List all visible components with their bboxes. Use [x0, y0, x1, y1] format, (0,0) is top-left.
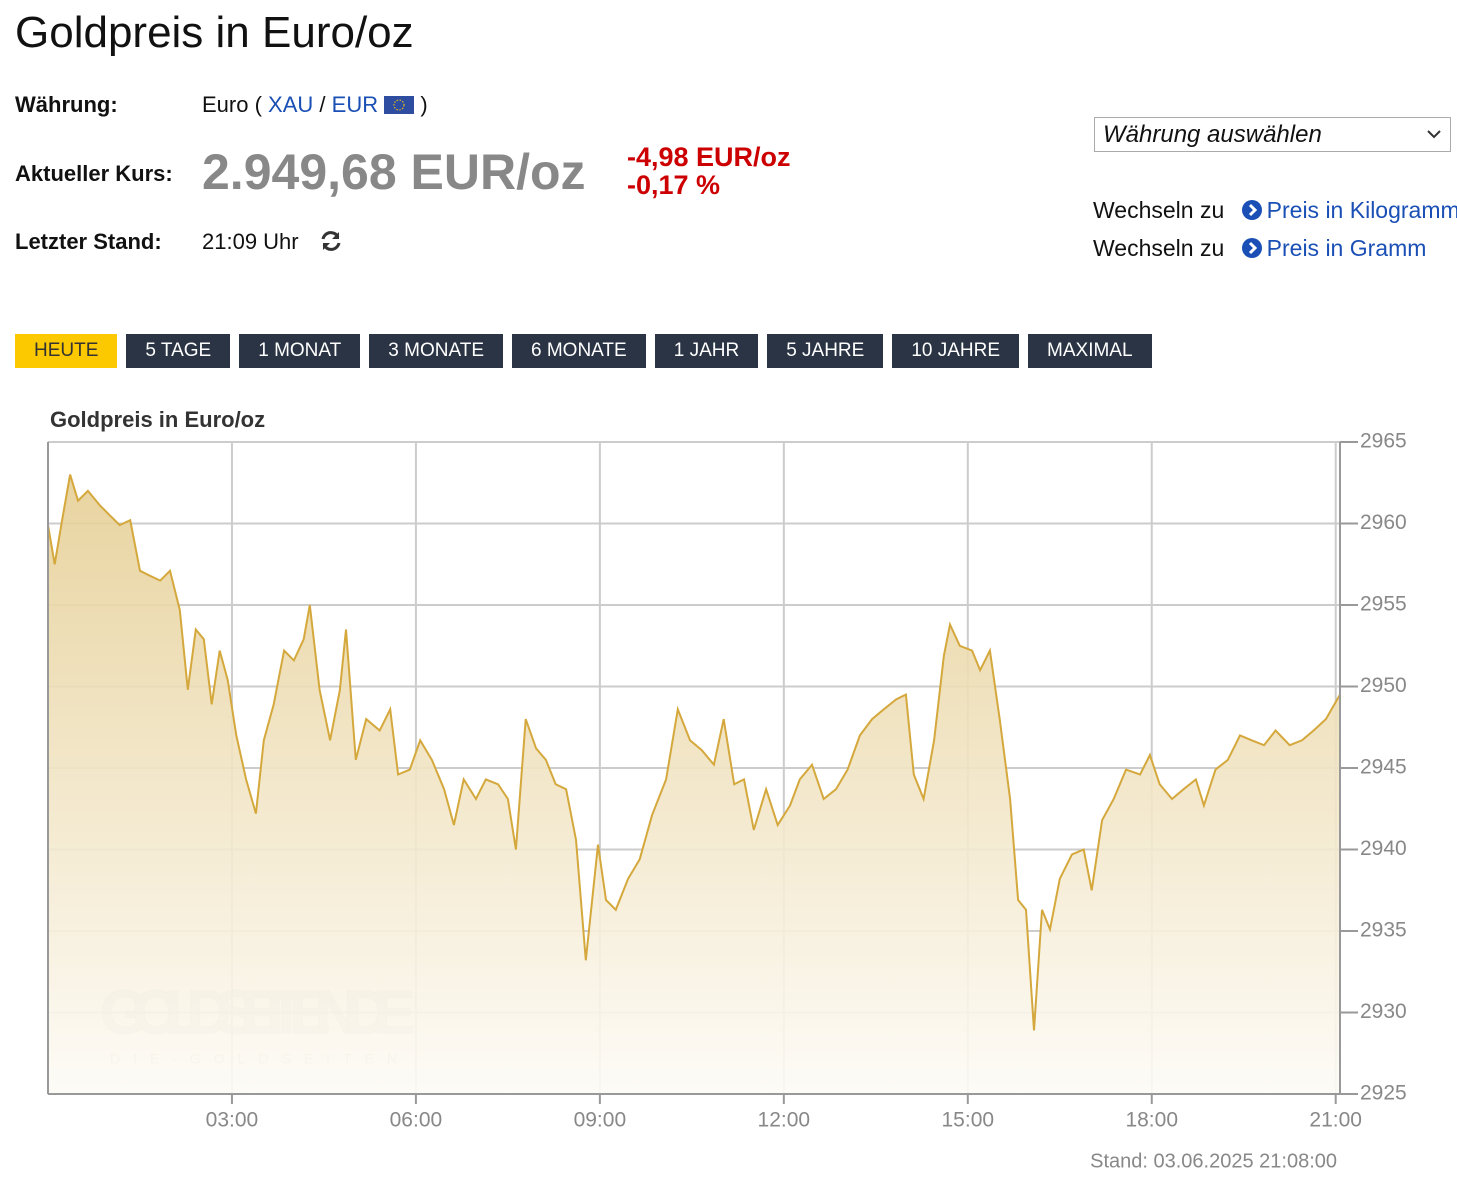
tab[interactable]: HEUTE: [15, 334, 118, 368]
tab[interactable]: 5 JAHRE: [767, 334, 884, 368]
time: 21:09 Uhr: [202, 229, 299, 254]
tab[interactable]: 1 MONAT: [239, 334, 361, 368]
change-pct: -0,17 %: [627, 170, 721, 200]
flag: [384, 96, 415, 114]
text: /: [319, 92, 326, 117]
text: ): [420, 92, 428, 117]
x-tick-label: 15:00: [942, 1109, 995, 1132]
y-tick-label: 2930: [1360, 1000, 1407, 1023]
y-tick-label: 2940: [1360, 837, 1407, 860]
arrow-icon: [1241, 238, 1262, 258]
refresh-icon[interactable]: [319, 229, 343, 253]
tab[interactable]: 3 MONATE: [369, 334, 503, 368]
change-abs: -4,98 EUR/oz: [627, 142, 791, 172]
updated: 21:09 Uhr: [202, 229, 343, 255]
y-tick-label: 2925: [1360, 1082, 1407, 1105]
y-tick-label: 2960: [1360, 511, 1407, 534]
tabs: HEUTE 5 TAGE 1 MONAT 3 MONATE 6 MONATE 1 JAHR…: [15, 334, 1152, 368]
select-text: Währung auswählen: [1103, 121, 1322, 148]
tab[interactable]: 6 MONATE: [512, 334, 646, 368]
label: Währung:: [15, 92, 118, 117]
label: Aktueller Kurs:: [15, 161, 173, 186]
change: -4,98 EUR/oz -0,17 %: [627, 143, 791, 199]
y-tick-label: 2965: [1360, 430, 1407, 453]
currency-select[interactable]: Währung auswählen: [1094, 117, 1451, 152]
tab[interactable]: 10 JAHRE: [892, 334, 1020, 368]
x-tick-label: 03:00: [206, 1109, 259, 1132]
x-tick-label: 21:00: [1309, 1109, 1362, 1132]
x-tick-label: 06:00: [390, 1109, 443, 1132]
x-tick-label: 18:00: [1125, 1109, 1178, 1132]
tab[interactable]: MAXIMAL: [1028, 334, 1152, 368]
tab[interactable]: 1 JAHR: [654, 334, 759, 368]
prefix: Wechseln zu: [1093, 235, 1225, 261]
y-tick-label: 2955: [1360, 593, 1407, 616]
text: Euro (: [202, 92, 262, 117]
x-tick-label: 12:00: [758, 1109, 811, 1132]
line: [47, 474, 1341, 1031]
link[interactable]: Preis in Kilogramm: [1266, 197, 1457, 223]
link[interactable]: EUR: [331, 92, 379, 117]
link[interactable]: XAU: [268, 92, 314, 117]
chevron: [1427, 130, 1441, 139]
x-tick-label: 09:00: [574, 1109, 627, 1132]
area: [48, 474, 1340, 1095]
link[interactable]: Preis in Gramm: [1266, 235, 1427, 261]
stand: Stand: 03.06.2025 21:08:00: [1090, 1150, 1337, 1172]
prefix: Wechseln zu: [1093, 197, 1225, 223]
y-tick-label: 2935: [1360, 919, 1407, 942]
price: 2.949,68 EUR/oz: [202, 144, 586, 200]
chart-title: Goldpreis in Euro/oz: [50, 407, 265, 432]
currency: Euro ( XAU / EUR ): [202, 92, 428, 118]
link-row: Wechseln zu Preis in Kilogramm: [1093, 191, 1457, 229]
label: Letzter Stand:: [15, 229, 162, 254]
links: Wechseln zu Preis in Kilogramm Wechseln …: [1093, 191, 1457, 267]
tab[interactable]: 5 TAGE: [126, 334, 231, 368]
y-tick-label: 2945: [1360, 756, 1407, 779]
arrow-icon: [1241, 200, 1262, 220]
page-title: Goldpreis in Euro/oz: [15, 8, 414, 57]
link-row: Wechseln zu Preis in Gramm: [1093, 229, 1457, 267]
y-tick-label: 2950: [1360, 674, 1407, 697]
